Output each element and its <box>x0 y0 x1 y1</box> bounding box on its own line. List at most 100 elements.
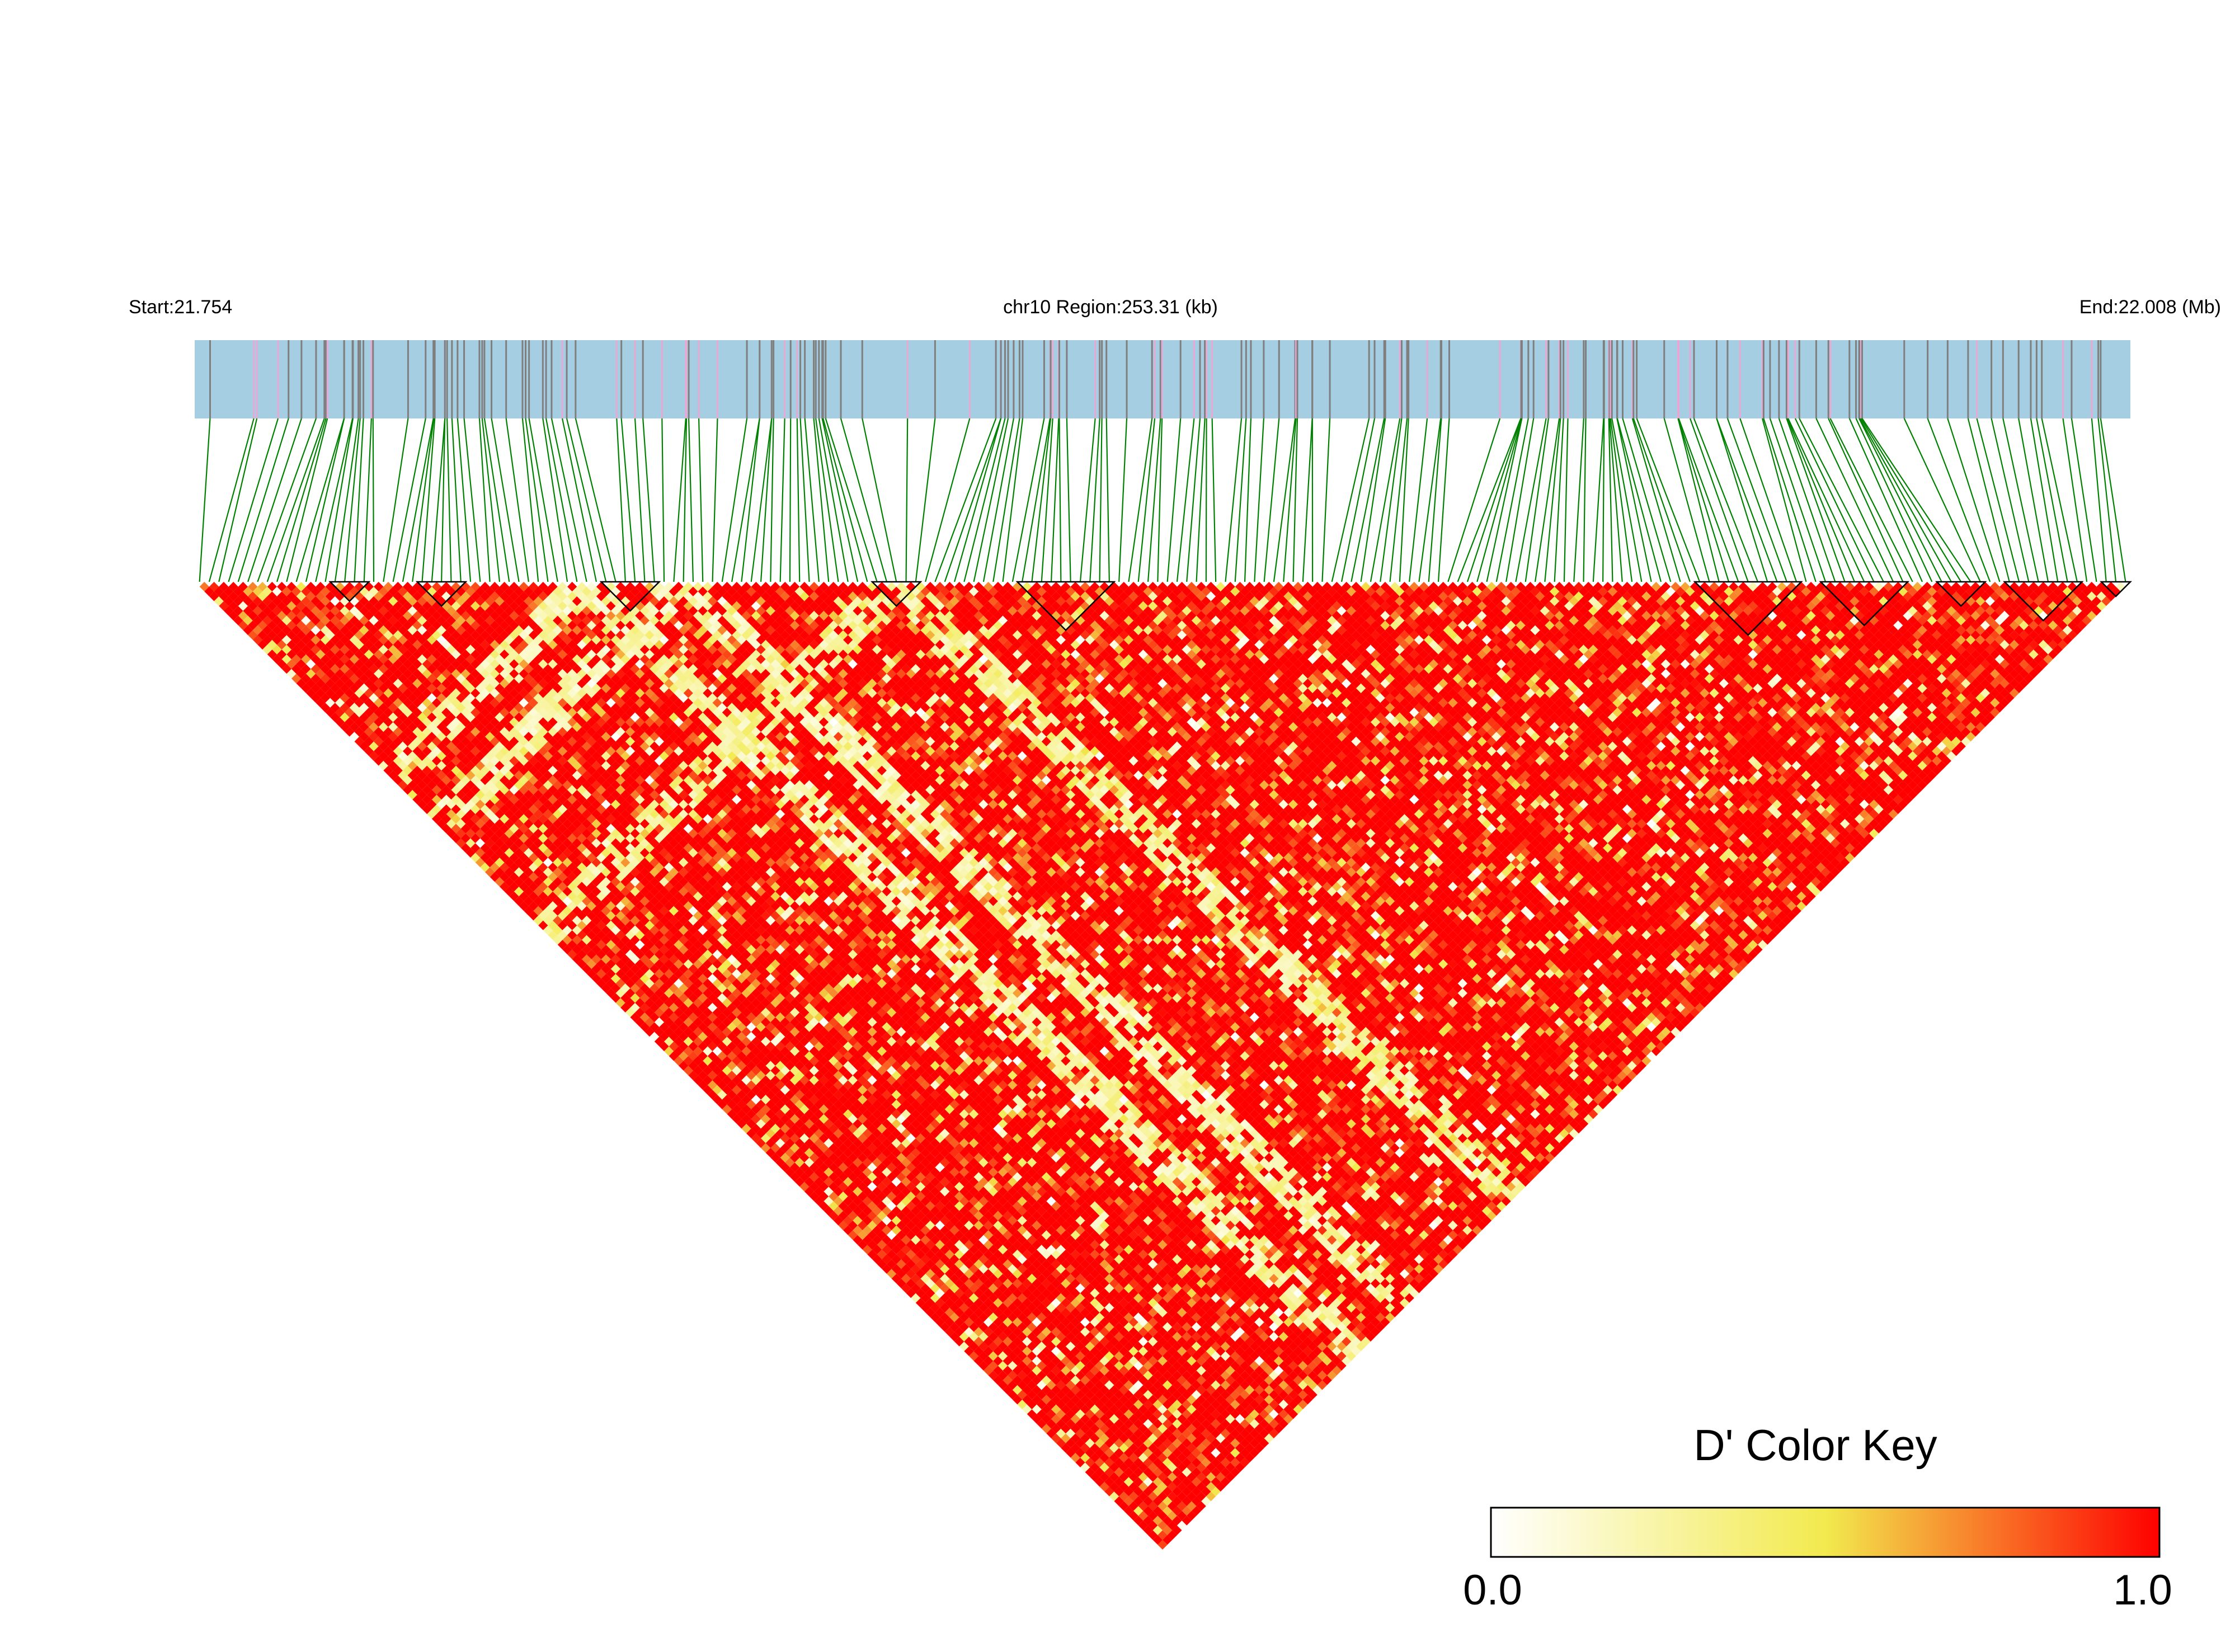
ld-cell <box>422 794 432 804</box>
ld-cell <box>940 1322 950 1332</box>
ld-cell <box>291 664 302 674</box>
snp-connector <box>712 418 718 582</box>
ld-cell <box>407 770 417 780</box>
ld-cell <box>431 794 442 804</box>
snp-connector <box>2100 418 2126 582</box>
ld-cell <box>1032 1404 1042 1414</box>
snp-connector <box>1855 418 1933 582</box>
ld-cell <box>746 1119 756 1129</box>
snp-connector <box>1762 418 1807 582</box>
snp-connector <box>286 418 328 582</box>
snp-connector <box>525 418 549 582</box>
ld-cell <box>877 1259 887 1269</box>
snp-connector <box>1331 418 1370 582</box>
ld-cell <box>606 988 616 998</box>
ld-cell <box>650 1012 660 1023</box>
ld-cell <box>984 1356 994 1366</box>
ld-cell <box>465 829 476 839</box>
ld-cell <box>1022 1404 1032 1414</box>
ld-cell <box>228 591 238 601</box>
region-title-label: chr10 Region:253.31 (kb) <box>1003 296 1218 318</box>
ld-cell <box>722 1085 732 1095</box>
snp-connector <box>228 418 279 582</box>
snp-connector <box>770 418 774 582</box>
snp-connector <box>813 418 830 582</box>
ld-cell <box>853 1235 863 1245</box>
snp-connector <box>1176 418 1195 582</box>
ld-cell <box>1119 1501 1129 1511</box>
ld-cell <box>606 969 616 979</box>
ld-cell <box>1046 1428 1056 1439</box>
ld-cell <box>732 1114 742 1124</box>
ld-cell <box>431 804 442 815</box>
snp-connector <box>1437 418 1450 582</box>
ld-cell <box>417 780 427 790</box>
snp-connector <box>1137 418 1156 582</box>
snp-connector <box>1225 418 1243 582</box>
ld-cell <box>228 601 238 611</box>
ld-cell <box>291 644 302 655</box>
ld-cell <box>997 1380 1008 1390</box>
snp-connector <box>1608 418 1623 582</box>
snp-connector <box>1786 418 1855 582</box>
ld-cell <box>746 1109 756 1119</box>
snp-connector <box>1515 418 1547 582</box>
snp-connector <box>1050 418 1060 582</box>
ld-cell <box>524 896 534 906</box>
snp-connector <box>1370 418 1401 582</box>
ld-cell <box>374 746 384 756</box>
snp-connector <box>1583 418 1587 582</box>
snp-connector-lines <box>199 418 2126 582</box>
snp-connector <box>561 418 597 582</box>
ld-cell <box>630 1012 640 1023</box>
ld-cell <box>219 601 229 611</box>
snp-connector <box>528 418 558 582</box>
snp-connector <box>1058 418 1062 582</box>
snp-connector <box>1631 418 1681 582</box>
snp-connector <box>1351 418 1385 582</box>
ld-cell <box>248 601 258 611</box>
ld-cell <box>1094 1457 1105 1467</box>
snp-connector <box>441 418 446 582</box>
snp-connector <box>1663 418 1710 582</box>
snp-connector <box>915 418 936 582</box>
snp-connector <box>1283 418 1297 582</box>
ld-cell <box>204 586 214 596</box>
snp-connector <box>2041 418 2078 582</box>
ld-cell <box>345 717 355 727</box>
snp-connector <box>1147 418 1161 582</box>
ld-cell <box>867 1230 877 1240</box>
ld-cell <box>431 814 442 824</box>
snp-connector <box>1128 418 1153 582</box>
ld-cell <box>1163 1525 1173 1536</box>
ld-cell <box>369 741 379 751</box>
ld-cell <box>252 635 263 645</box>
snp-connector <box>2071 418 2097 582</box>
snp-connector <box>372 418 375 582</box>
snp-connector <box>1302 418 1313 582</box>
ld-cell <box>490 872 500 882</box>
snp-position-track <box>195 340 2130 418</box>
ld-cell <box>1070 1453 1080 1463</box>
ld-cell <box>398 770 408 780</box>
snp-connector <box>1066 418 1071 582</box>
ld-cell <box>620 1003 630 1013</box>
ld-cell <box>1167 1530 1177 1540</box>
snp-connector <box>963 418 1006 582</box>
ld-cell <box>829 1211 839 1221</box>
snp-connector <box>822 418 868 582</box>
ld-cell <box>1046 1419 1056 1429</box>
ld-cell <box>500 872 510 882</box>
snp-connector <box>344 418 361 582</box>
ld-cell <box>369 751 379 761</box>
ld-cell <box>630 993 640 1003</box>
snp-connector <box>821 418 859 582</box>
ld-cell <box>548 920 558 930</box>
snp-connector <box>1196 418 1206 582</box>
ld-cell <box>296 659 306 669</box>
ld-cell <box>925 1307 935 1317</box>
ld-cell <box>228 610 238 621</box>
ld-cell <box>761 1133 771 1143</box>
snp-connector <box>1205 418 1207 582</box>
